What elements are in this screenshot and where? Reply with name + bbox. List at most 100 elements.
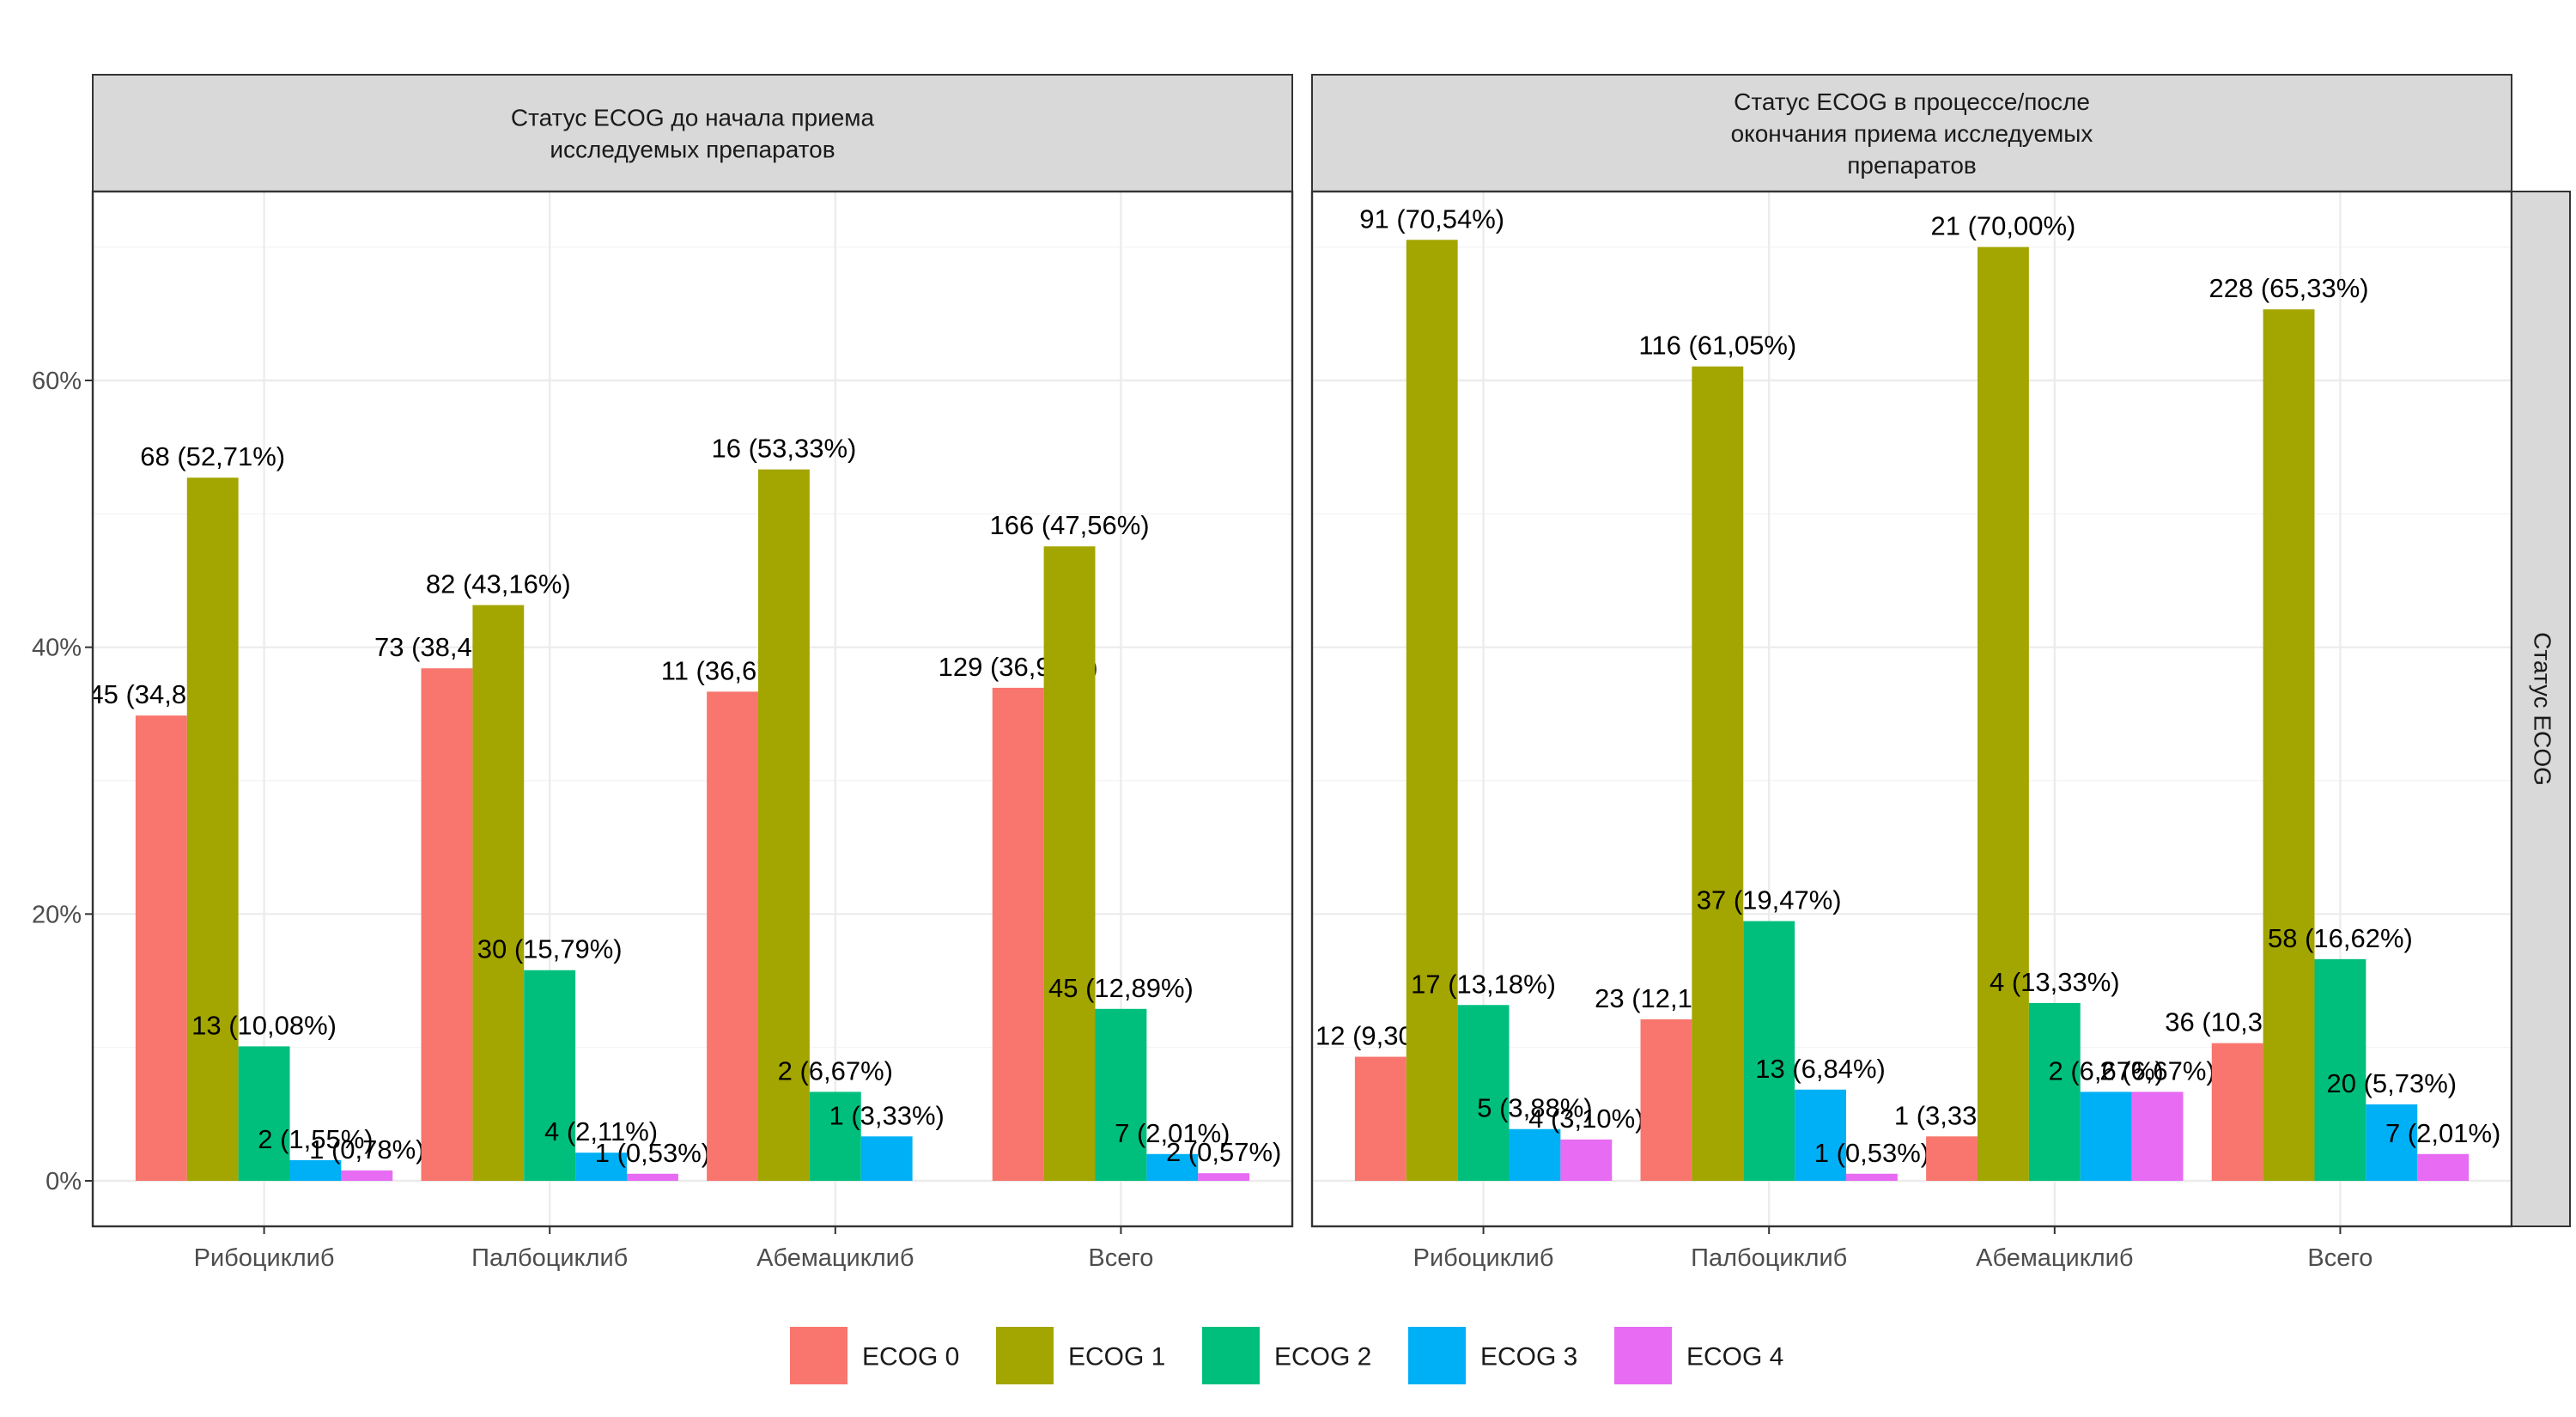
bar-ecog-0 <box>1354 1056 1406 1181</box>
y-tick-label: 20% <box>32 901 82 928</box>
bar-ecog-2 <box>2314 958 2366 1181</box>
bar-ecog-2 <box>1095 1008 1147 1181</box>
x-tick-label: Рибоциклиб <box>1413 1244 1554 1272</box>
bar-ecog-4 <box>1845 1173 1898 1181</box>
bar-value-label: 4 (3,10%) <box>1528 1104 1643 1134</box>
bar-value-label: 37 (19,47%) <box>1697 885 1842 915</box>
panel-strip: Статус ECOG в процессе/после окончания пр… <box>1311 74 2512 192</box>
bar-ecog-4 <box>626 1173 678 1181</box>
bar-ecog-3 <box>289 1159 342 1181</box>
legend-key-ecog-3 <box>1408 1327 1466 1384</box>
bar-value-label: 116 (61,05%) <box>1638 331 1796 361</box>
bar-ecog-2 <box>1743 921 1795 1181</box>
panel-border <box>91 190 1294 1228</box>
y-tick-label: 40% <box>32 635 82 662</box>
panel-strip: Статус ECOG до начала приема исследуемых … <box>92 74 1293 192</box>
bar-value-label: 13 (6,84%) <box>1755 1054 1886 1084</box>
bar-value-label: 17 (13,18%) <box>1411 969 1556 999</box>
legend-label: ECOG 1 <box>1068 1343 1165 1371</box>
bar-value-label: 7 (2,01%) <box>2385 1118 2500 1148</box>
bar-value-label: 2 (6,67%) <box>2099 1055 2215 1086</box>
bar-value-label: 21 (70,00%) <box>1930 211 2075 241</box>
legend-key-ecog-1 <box>996 1327 1054 1384</box>
bar-ecog-4 <box>341 1170 393 1181</box>
bar-value-label: 2 (0,57%) <box>1166 1137 1281 1167</box>
bar-ecog-1 <box>1692 366 1744 1181</box>
y-axis: 0% 20% 40% 60% <box>32 368 93 1195</box>
bar-ecog-2 <box>809 1092 861 1181</box>
bar-value-label: 4 (2,11%) <box>544 1116 658 1146</box>
grid <box>93 192 1292 1226</box>
legend-key-ecog-0 <box>790 1327 848 1384</box>
bar-ecog-3 <box>575 1152 627 1181</box>
bar-value-label: 1 (3,33%) <box>829 1100 944 1130</box>
y-tick-label: 0% <box>46 1168 82 1195</box>
bar-ecog-0 <box>2211 1043 2263 1181</box>
x-tick-label: Палбоциклиб <box>1691 1244 1847 1272</box>
panel-2: Статус ECOG в процессе/после окончания пр… <box>1310 74 2513 1272</box>
row-strip: Статус ECOG <box>2511 191 2571 1227</box>
legend-label: ECOG 0 <box>862 1343 959 1371</box>
x-tick-label: Палбоциклиб <box>471 1244 628 1272</box>
bars: 12 (9,30%)91 (70,54%)17 (13,18%)5 (3,88%… <box>1315 204 2500 1182</box>
x-tick-label: Абемациклиб <box>756 1244 914 1272</box>
bar-value-label: 228 (65,33%) <box>2208 273 2368 303</box>
bar-ecog-3 <box>1146 1153 1199 1181</box>
bar-ecog-0 <box>707 691 759 1181</box>
bar-ecog-4 <box>1198 1173 1250 1181</box>
bar-ecog-1 <box>758 469 810 1181</box>
bar-ecog-0 <box>421 668 473 1181</box>
bar-ecog-3 <box>860 1136 913 1181</box>
bar-ecog-3 <box>1795 1089 1846 1181</box>
bars: 45 (34,88%)68 (52,71%)13 (10,08%)2 (1,55… <box>93 434 1281 1181</box>
legend-key-ecog-4 <box>1614 1327 1672 1384</box>
bar-value-label: 7 (2,01%) <box>1115 1118 1230 1148</box>
legend-label: ECOG 3 <box>1480 1343 1577 1371</box>
strip-title-line: исследуемых препаратов <box>550 137 835 163</box>
x-tick-label: Рибоциклиб <box>194 1244 335 1272</box>
x-tick-label: Абемациклиб <box>1976 1244 2133 1272</box>
bar-value-label: 82 (43,16%) <box>426 569 571 599</box>
bar-value-label: 58 (16,62%) <box>2268 923 2413 953</box>
bar-ecog-4 <box>1560 1139 1613 1181</box>
bar-ecog-3 <box>2080 1092 2132 1181</box>
x-tick-label: Всего <box>1088 1244 1153 1272</box>
legend-key-ecog-2 <box>1202 1327 1260 1384</box>
bar-ecog-1 <box>2263 309 2315 1181</box>
bar-ecog-1 <box>1043 546 1096 1181</box>
bar-ecog-2 <box>2028 1002 2081 1181</box>
bar-value-label: 2 (1,55%) <box>258 1124 373 1154</box>
bar-value-label: 166 (47,56%) <box>989 510 1149 540</box>
bar-value-label: 30 (15,79%) <box>477 934 623 964</box>
row-strip-background <box>2511 191 2571 1227</box>
x-tick-label: Всего <box>2307 1244 2372 1272</box>
legend-label: ECOG 4 <box>1686 1343 1783 1371</box>
strip-background <box>1311 74 2512 192</box>
bar-ecog-0 <box>992 687 1044 1181</box>
x-axis: Рибоциклиб Палбоциклиб Абемациклиб Всего <box>1413 1226 2372 1272</box>
bar-ecog-1 <box>1406 240 1458 1181</box>
bar-ecog-0 <box>1640 1019 1692 1181</box>
bar-ecog-2 <box>238 1046 290 1181</box>
bar-value-label: 1 (0,53%) <box>595 1138 710 1168</box>
bar-value-label: 1 (0,78%) <box>309 1134 424 1165</box>
strip-title-line: окончания приема исследуемых <box>1731 120 2093 147</box>
bar-ecog-0 <box>1926 1136 1978 1181</box>
row-strip-label: Статус ECOG <box>2530 632 2556 786</box>
bar-value-label: 13 (10,08%) <box>191 1010 337 1040</box>
bar-ecog-0 <box>135 715 187 1181</box>
panel-1: Статус ECOG до начала приема исследуемых … <box>91 74 1294 1272</box>
legend-label: ECOG 2 <box>1274 1343 1371 1371</box>
bar-ecog-1 <box>186 477 239 1181</box>
bar-value-label: 2 (6,67%) <box>778 1055 893 1086</box>
bar-ecog-2 <box>1457 1005 1510 1181</box>
bar-ecog-1 <box>472 605 525 1181</box>
bar-ecog-3 <box>2366 1104 2418 1181</box>
bar-ecog-3 <box>1509 1128 1561 1181</box>
bar-value-label: 45 (12,89%) <box>1048 973 1194 1003</box>
bar-ecog-4 <box>2417 1153 2470 1181</box>
bar-value-label: 91 (70,54%) <box>1359 204 1504 234</box>
legend: ECOG 0 ECOG 1 ECOG 2 ECOG 3 ECOG 4 <box>790 1327 1783 1384</box>
y-tick-label: 60% <box>32 368 82 395</box>
